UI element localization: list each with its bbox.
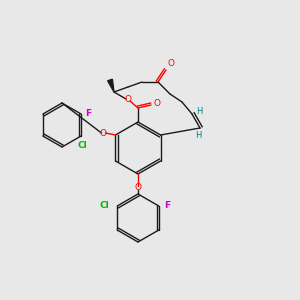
- Text: O: O: [134, 184, 142, 193]
- Text: O: O: [167, 59, 174, 68]
- Text: Cl: Cl: [100, 200, 109, 209]
- Text: F: F: [164, 200, 170, 209]
- Text: F: F: [85, 109, 91, 118]
- Text: H: H: [195, 130, 201, 140]
- Text: O: O: [153, 100, 160, 109]
- Text: Cl: Cl: [77, 141, 87, 150]
- Text: H: H: [196, 107, 202, 116]
- Polygon shape: [108, 79, 114, 92]
- Text: O: O: [124, 95, 131, 104]
- Text: O: O: [100, 128, 107, 137]
